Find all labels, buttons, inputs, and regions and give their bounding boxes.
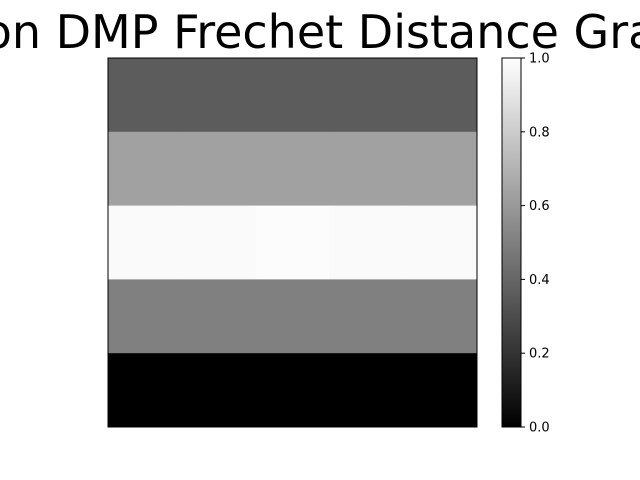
colorbar-tick-label: 0.4 <box>529 273 550 288</box>
heatmap-cell <box>108 131 183 207</box>
colorbar-tick-label: 0.8 <box>529 125 550 140</box>
heatmap-cell <box>108 58 183 133</box>
colorbar-ticks: 0.0 0.2 0.4 0.6 0.8 1.0 <box>521 52 550 436</box>
heatmap-cell <box>255 205 330 280</box>
heatmap-cell <box>181 353 257 428</box>
heatmap-cell <box>403 131 478 207</box>
heatmap-cell <box>108 279 183 354</box>
plot-frame <box>107 57 478 428</box>
heatmap-cell <box>403 279 478 354</box>
colorbar-tick-label: 0.6 <box>529 199 550 214</box>
colorbar <box>501 57 522 428</box>
heatmap <box>108 58 478 428</box>
heatmap-cell <box>329 279 404 354</box>
heatmap-cell <box>255 279 330 354</box>
colorbar-tick-label: 0.0 <box>529 421 550 436</box>
colorbar-tick-label: 0.2 <box>529 347 550 362</box>
heatmap-cell <box>403 205 478 280</box>
heatmap-cell <box>255 353 330 428</box>
heatmap-cell <box>181 131 257 207</box>
heatmap-cell <box>255 58 330 133</box>
heatmap-cell <box>181 279 257 354</box>
heatmap-cell <box>329 131 404 207</box>
heatmap-cell <box>181 58 257 133</box>
heatmap-cell <box>255 131 330 207</box>
heatmap-cell <box>329 353 404 428</box>
chart-title: on DMP Frechet Distance Gra <box>0 5 640 59</box>
heatmap-cell <box>108 353 183 428</box>
heatmap-cell <box>108 205 183 280</box>
heatmap-cell <box>181 205 257 280</box>
heatmap-cell <box>403 353 478 428</box>
heatmap-cell <box>329 205 404 280</box>
heatmap-cell <box>403 58 478 133</box>
heatmap-cell <box>329 58 404 133</box>
colorbar-tick-label: 1.0 <box>529 52 550 67</box>
